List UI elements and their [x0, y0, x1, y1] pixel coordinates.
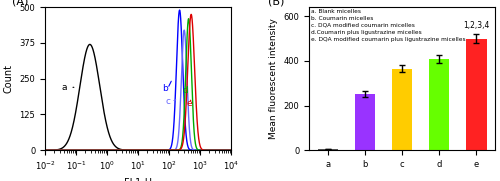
Text: e: e [187, 98, 192, 108]
Y-axis label: Mean fluorescent intensity: Mean fluorescent intensity [269, 18, 278, 139]
Bar [318, 149, 338, 150]
Text: c: c [166, 97, 171, 106]
Text: b: b [162, 84, 168, 93]
Bar [392, 69, 412, 150]
Bar [466, 39, 486, 150]
X-axis label: FL1-H: FL1-H [124, 178, 152, 181]
Text: (B): (B) [268, 0, 284, 6]
Text: 1,2,3,4: 1,2,3,4 [463, 21, 489, 30]
Text: a. Blank micelles
b. Coumarin micelles
c. DQA modified coumarin micelles
d.Couma: a. Blank micelles b. Coumarin micelles c… [311, 9, 466, 42]
Text: (A): (A) [12, 0, 28, 6]
Text: a: a [62, 83, 68, 92]
Y-axis label: Count: Count [4, 64, 14, 93]
Text: d: d [183, 86, 188, 95]
Bar [354, 94, 375, 150]
Bar [429, 59, 450, 150]
